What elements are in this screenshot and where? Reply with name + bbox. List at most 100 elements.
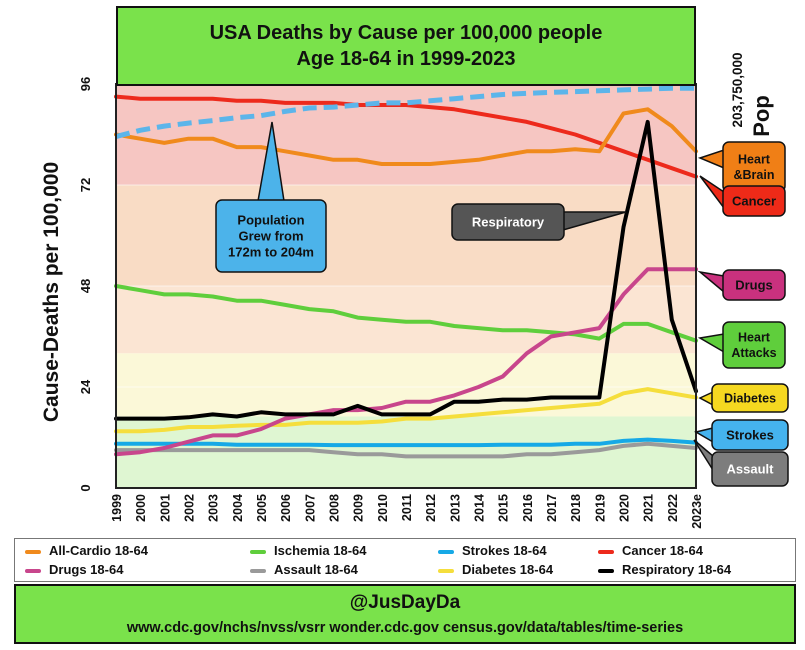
legend-label: Respiratory 18-64 (622, 562, 732, 577)
legend-item: Drugs 18-64 (25, 562, 123, 577)
legend-swatch (598, 568, 614, 573)
x-tick-label: 2003 (207, 494, 221, 522)
x-tick-label: 2008 (328, 494, 342, 522)
callout-text: Assault (727, 462, 775, 477)
callout-text: 172m to 204m (228, 245, 314, 260)
callout: Assault (693, 439, 789, 487)
series-line-drugs-18-64 (114, 267, 698, 457)
series-line-cancer-18-64 (114, 94, 698, 179)
callout: Cancer (699, 175, 786, 217)
y-axis-label: Cause-Deaths per 100,000 (40, 162, 63, 422)
series-line-all-cardio-18-64 (114, 107, 698, 166)
x-tick-label: 2020 (618, 494, 632, 522)
x-tick-label: 2011 (400, 494, 414, 521)
callout-text: Strokes (726, 428, 774, 443)
y-tick-label: 72 (78, 178, 93, 192)
legend-label: Assault 18-64 (274, 562, 358, 577)
x-tick-label: 2022 (666, 494, 680, 522)
legend: All-Cardio 18-64 Ischemia 18-64 Strokes … (14, 538, 796, 582)
x-tick-label: 2016 (521, 494, 535, 522)
legend-swatch (250, 549, 266, 554)
callout-box (722, 141, 786, 193)
x-tick-label: 2012 (424, 494, 438, 522)
legend-item: Assault 18-64 (250, 562, 358, 577)
y-tick-label: 0 (78, 484, 93, 491)
y-tick-label: 48 (78, 279, 93, 293)
source-links: www.cdc.gov/nchs/nvss/vsrr wonder.cdc.go… (126, 620, 684, 636)
legend-item: All-Cardio 18-64 (25, 543, 148, 558)
legend-item: Strokes 18-64 (438, 543, 547, 558)
background-bands (116, 84, 696, 488)
x-tick-label: 2001 (158, 494, 172, 522)
series-line-respiratory-18-64 (114, 119, 698, 421)
x-tick-label: 2014 (473, 494, 487, 522)
legend-item: Diabetes 18-64 (438, 562, 553, 577)
x-tick-label: 2019 (593, 494, 607, 522)
callout-box (215, 199, 327, 273)
x-tick-label: 2002 (183, 494, 197, 522)
callout-box (722, 321, 786, 369)
band (116, 185, 696, 286)
band (116, 84, 696, 185)
series-line-assault-18-64 (114, 441, 698, 459)
callout-text: Drugs (735, 278, 773, 293)
callout-text: Heart (738, 153, 771, 167)
legend-item: Cancer 18-64 (598, 543, 703, 558)
callout-box (711, 383, 789, 413)
callout-pointer (697, 333, 725, 354)
callout-text: Grew from (238, 229, 303, 244)
callout-box (711, 419, 789, 451)
callout-pointer (698, 390, 714, 407)
x-tick-label: 2023e (690, 494, 704, 529)
x-tick-label: 2000 (134, 494, 148, 522)
callout-box (711, 451, 789, 487)
legend-item: Respiratory 18-64 (598, 562, 731, 577)
x-tick-label: 2018 (569, 494, 583, 522)
x-tick-label: 2015 (497, 494, 511, 522)
title-line-1: USA Deaths by Cause per 100,000 people (209, 22, 603, 44)
x-tick-label: 2006 (279, 494, 293, 522)
callout-pointer (694, 427, 714, 444)
callout-text: Attacks (731, 346, 776, 360)
callout: Respiratory (451, 203, 627, 241)
legend-item: Ischemia 18-64 (250, 543, 367, 558)
legend-swatch (598, 549, 614, 554)
title-line-2: Age 18-64 in 1999-2023 (296, 48, 516, 70)
series-line-strokes-18-64 (114, 437, 698, 448)
legend-swatch (438, 568, 454, 573)
x-tick-label: 2004 (231, 494, 245, 522)
legend-label: Strokes 18-64 (462, 543, 547, 558)
x-tick-label: 2010 (376, 494, 390, 522)
callout: Drugs (697, 269, 786, 301)
callout-pointer (697, 270, 725, 294)
right-axis-label: Pop (749, 95, 774, 137)
legend-label: Cancer 18-64 (622, 543, 703, 558)
callout-text: Diabetes (724, 391, 776, 405)
legend-swatch (438, 549, 454, 554)
callout: Strokes (694, 419, 789, 451)
chart-title: USA Deaths by Cause per 100,000 people A… (116, 6, 696, 86)
legend-swatch (250, 568, 266, 573)
x-tick-label: 2007 (303, 494, 317, 522)
callout-text: &Brain (734, 168, 775, 182)
series-line-population (115, 85, 696, 140)
legend-label: All-Cardio 18-64 (49, 543, 148, 558)
x-tick-label: 2017 (545, 494, 559, 522)
x-tick-label: 2009 (352, 494, 366, 522)
legend-label: Ischemia 18-64 (274, 543, 367, 558)
callout-pointer (699, 175, 725, 211)
callout: Diabetes (698, 383, 789, 413)
callout-box (722, 185, 786, 217)
x-tick-labels: 1999 2000 2001 2002 2003 2004 2005 2006 2007 2008… (110, 494, 704, 529)
callout-text: Heart (738, 331, 771, 345)
callout-text: Cancer (732, 194, 776, 209)
series-line-ischemia-18-64 (114, 284, 698, 343)
callout-text: Respiratory (472, 215, 545, 230)
legend-swatch (25, 568, 41, 573)
callout-pointer (697, 148, 725, 170)
legend-label: Drugs 18-64 (49, 562, 124, 577)
legend-swatch (25, 549, 41, 554)
